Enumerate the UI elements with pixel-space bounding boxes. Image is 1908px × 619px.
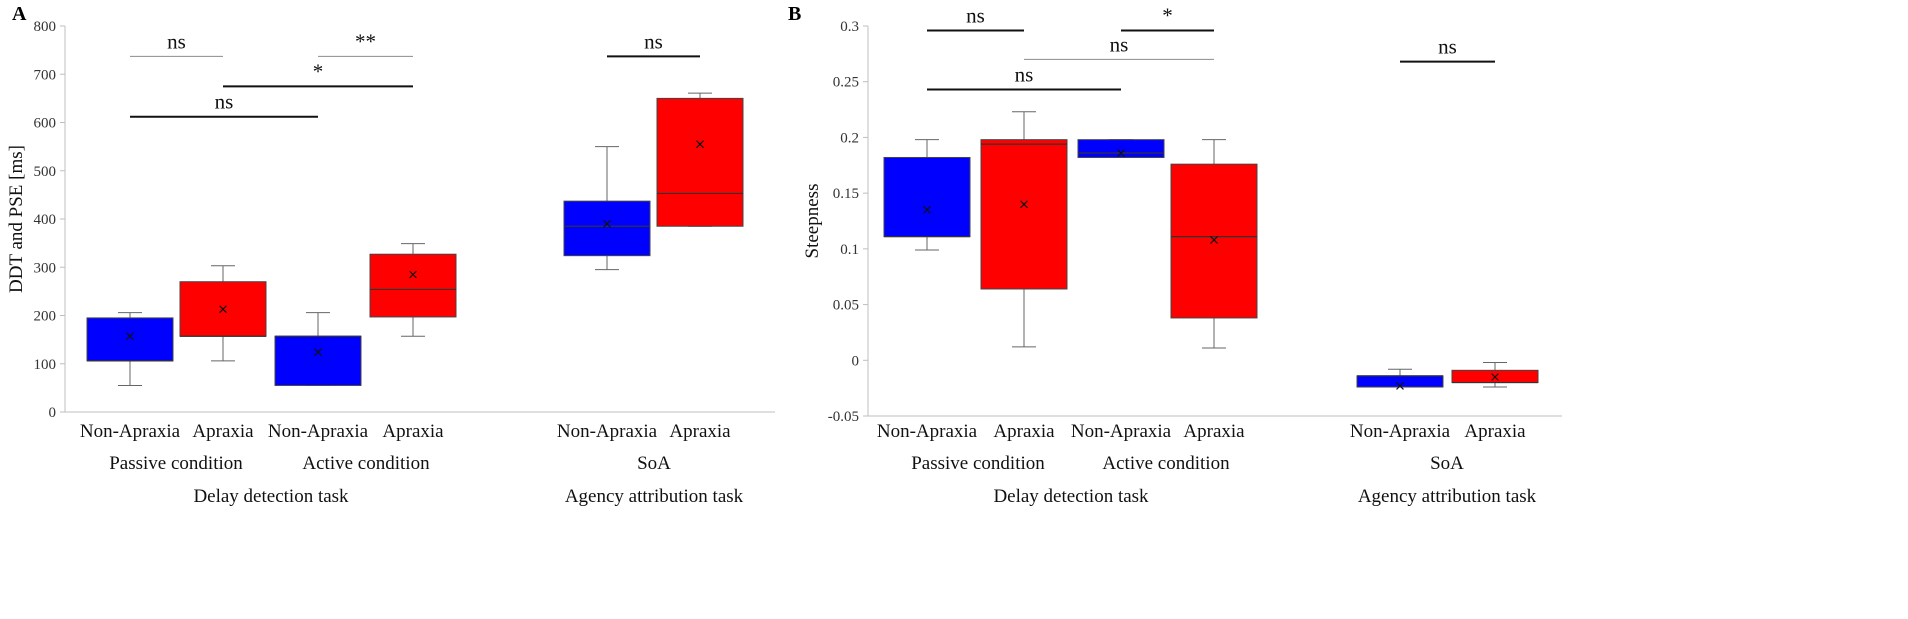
task-label: Agency attribution task bbox=[565, 486, 744, 507]
condition-label: SoA bbox=[1430, 453, 1464, 474]
x-category-label: Non-Apraxia bbox=[877, 421, 978, 442]
y-tick-label: 0.3 bbox=[840, 19, 859, 35]
significance-bracket: ns bbox=[927, 3, 1024, 32]
box-6 bbox=[1451, 362, 1539, 388]
task-label: Delay detection task bbox=[193, 486, 349, 507]
box-5 bbox=[563, 146, 651, 271]
box-iqr bbox=[563, 200, 651, 257]
panel-label-b: B bbox=[788, 3, 801, 25]
significance-label: ** bbox=[355, 29, 376, 53]
box-2 bbox=[179, 265, 267, 362]
mean-marker bbox=[603, 219, 611, 228]
significance-label: ns bbox=[1110, 32, 1129, 56]
y-tick-label: 0 bbox=[852, 353, 860, 369]
mean-marker bbox=[1020, 200, 1028, 209]
y-tick-label: 200 bbox=[34, 309, 57, 325]
box-5 bbox=[1356, 368, 1444, 390]
mean-marker bbox=[314, 348, 322, 357]
x-category-label: Apraxia bbox=[669, 421, 731, 442]
panel-label-a: A bbox=[12, 3, 27, 25]
y-tick-label: -0.05 bbox=[828, 409, 859, 425]
condition-label: Active condition bbox=[302, 453, 430, 474]
condition-label: SoA bbox=[637, 453, 671, 474]
mean-marker bbox=[126, 332, 134, 341]
significance-label: ns bbox=[1015, 63, 1034, 87]
y-tick-label: 700 bbox=[34, 67, 57, 83]
y-tick-label: 0.15 bbox=[833, 186, 859, 202]
box-3 bbox=[1077, 139, 1165, 158]
significance-bracket: ns bbox=[130, 29, 223, 57]
y-tick-label: 500 bbox=[34, 164, 57, 180]
y-tick-label: 800 bbox=[34, 19, 57, 35]
significance-bracket: ns bbox=[130, 90, 318, 118]
box-iqr bbox=[883, 156, 971, 238]
y-tick-label: 0.2 bbox=[840, 130, 859, 146]
significance-bracket: ns bbox=[927, 63, 1121, 91]
box-iqr bbox=[1077, 139, 1165, 158]
mean-marker bbox=[1491, 373, 1499, 381]
y-tick-label: 400 bbox=[34, 212, 57, 228]
y-tick-label: 600 bbox=[34, 116, 57, 132]
box-4 bbox=[369, 243, 457, 337]
condition-label: Passive condition bbox=[109, 453, 243, 474]
x-category-label: Apraxia bbox=[382, 421, 444, 442]
significance-label: * bbox=[1162, 3, 1173, 27]
significance-bracket: * bbox=[223, 59, 413, 88]
mean-marker bbox=[1117, 149, 1125, 157]
y-tick-label: 0.25 bbox=[833, 75, 859, 91]
x-category-label: Apraxia bbox=[993, 421, 1055, 442]
condition-label: Active condition bbox=[1102, 453, 1230, 474]
significance-bracket: ns bbox=[1400, 35, 1495, 63]
significance-label: ns bbox=[644, 29, 663, 53]
x-category-label: Apraxia bbox=[1464, 421, 1526, 442]
y-axis-label: DDT and PSE [ms] bbox=[6, 145, 27, 293]
y-tick-label: 100 bbox=[34, 357, 57, 373]
y-tick-label: 300 bbox=[34, 260, 57, 276]
box-6 bbox=[656, 92, 744, 227]
significance-label: ns bbox=[966, 3, 985, 27]
box-iqr bbox=[1170, 163, 1258, 319]
mean-marker bbox=[696, 140, 704, 149]
box-4 bbox=[1170, 139, 1258, 349]
box-1 bbox=[86, 312, 174, 386]
x-category-label: Non-Apraxia bbox=[557, 421, 658, 442]
significance-label: ns bbox=[215, 90, 234, 114]
box-1 bbox=[883, 139, 971, 251]
significance-label: ns bbox=[1438, 35, 1457, 59]
box-iqr bbox=[980, 139, 1068, 290]
task-label: Delay detection task bbox=[993, 486, 1149, 507]
mean-marker bbox=[219, 305, 227, 314]
panel-b-chart: B -0.05 0 0.05 0.1 0.15 0.2 0.25 0.3 Steepness Non… bbox=[788, 3, 1562, 507]
box-iqr bbox=[274, 335, 362, 386]
significance-label: ns bbox=[167, 29, 186, 53]
significance-bracket: * bbox=[1121, 3, 1214, 32]
significance-label: * bbox=[313, 59, 324, 83]
y-tick-label: 0 bbox=[49, 405, 57, 421]
x-category-label: Apraxia bbox=[192, 421, 254, 442]
x-category-label: Non-Apraxia bbox=[268, 421, 369, 442]
mean-marker bbox=[923, 205, 931, 214]
significance-bracket: ** bbox=[318, 29, 413, 57]
box-iqr bbox=[86, 317, 174, 362]
significance-bracket: ns bbox=[607, 29, 700, 58]
x-category-label: Non-Apraxia bbox=[1350, 421, 1451, 442]
x-category-label: Apraxia bbox=[1183, 421, 1245, 442]
y-tick-label: 0.1 bbox=[840, 242, 859, 258]
mean-marker bbox=[409, 270, 417, 279]
condition-label: Passive condition bbox=[911, 453, 1045, 474]
mean-marker bbox=[1396, 381, 1404, 390]
box-2 bbox=[980, 111, 1068, 348]
task-label: Agency attribution task bbox=[1358, 486, 1537, 507]
y-tick-label: 0.05 bbox=[833, 298, 859, 314]
y-axis-label: Steepness bbox=[802, 184, 823, 259]
x-category-label: Non-Apraxia bbox=[80, 421, 181, 442]
box-3 bbox=[274, 312, 362, 386]
panel-a-chart: A 0 100 200 300 400 500 600 700 800 DDT and PSE [m… bbox=[6, 3, 775, 507]
x-category-label: Non-Apraxia bbox=[1071, 421, 1172, 442]
mean-marker bbox=[1210, 236, 1218, 244]
box-iqr bbox=[369, 253, 457, 318]
box-iqr bbox=[656, 97, 744, 227]
significance-bracket: ns bbox=[1024, 32, 1214, 60]
